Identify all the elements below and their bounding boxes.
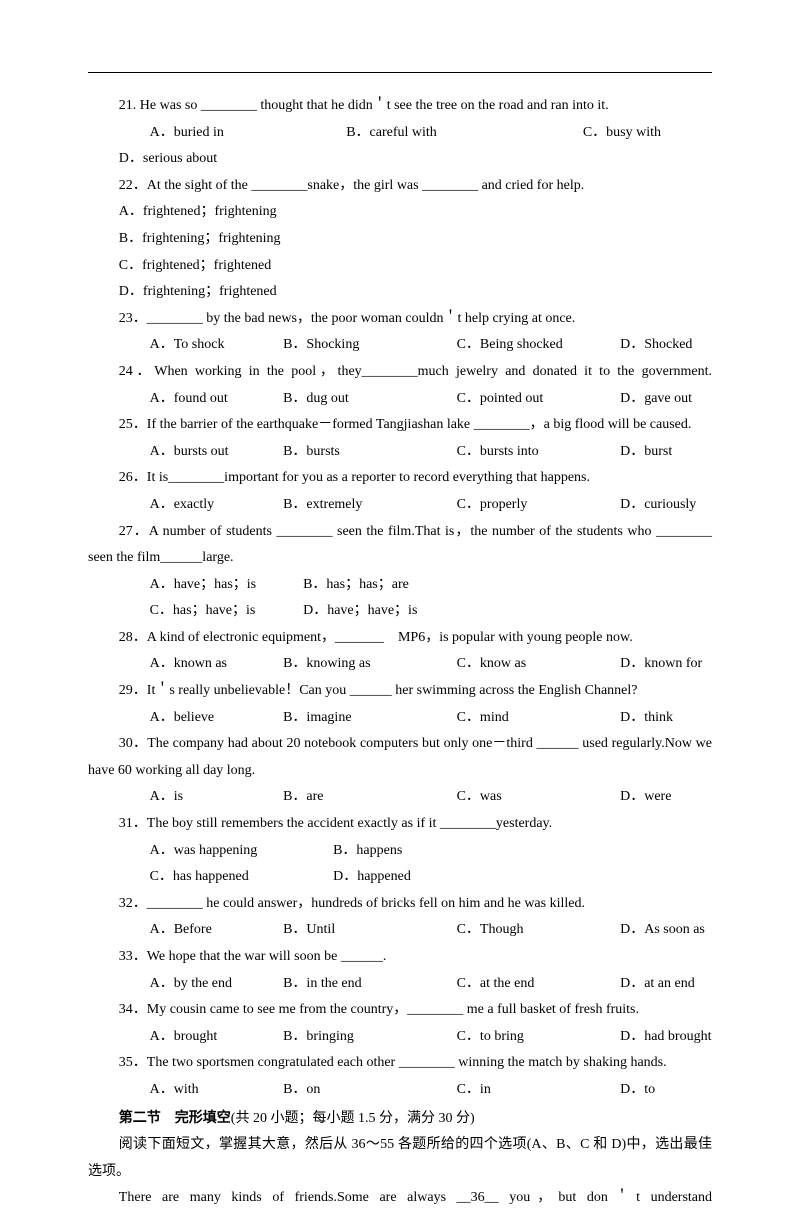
q25-text: 25．If the barrier of the earthquake－form…	[88, 412, 712, 439]
q30-text: 30．The company had about 20 notebook com…	[88, 731, 712, 784]
q35-options: A．with B．on C．in D．to	[88, 1077, 712, 1104]
q29-text: 29．It＇s really unbelievable！Can you ____…	[88, 678, 712, 705]
q21-options: A．buried in B．careful with C．busy with D…	[88, 120, 712, 173]
q21-b: B．careful with	[315, 120, 485, 147]
q21-c: C．busy with	[552, 120, 712, 147]
section2-passage: There are many kinds of friends.Some are…	[88, 1185, 712, 1212]
q35-d: D．to	[589, 1077, 655, 1104]
q21-d: D．serious about	[88, 146, 217, 173]
q33-d: D．at an end	[589, 971, 694, 998]
q33-text: 33．We hope that the war will soon be ___…	[88, 944, 712, 971]
q34-b: B．bringing	[252, 1024, 422, 1051]
q33-options: A．by the end B．in the end C．at the end D…	[88, 971, 712, 998]
q28-a: A．known as	[119, 651, 249, 678]
q27-d: D．have；have；is	[272, 598, 417, 625]
q24-options: A．found out B．dug out C．pointed out D．ga…	[88, 386, 712, 413]
top-rule	[88, 72, 712, 73]
q23-a: A．To shock	[119, 332, 249, 359]
q33-a: A．by the end	[119, 971, 249, 998]
q22-a: A．frightened；frightening	[88, 199, 712, 226]
q34-text: 34．My cousin came to see me from the cou…	[88, 997, 712, 1024]
q26-text: 26．It is________important for you as a r…	[88, 465, 712, 492]
q28-d: D．known for	[589, 651, 702, 678]
q31-b: B．happens	[302, 838, 402, 865]
q26-options: A．exactly B．extremely C．properly D．curio…	[88, 492, 712, 519]
q23-options: A．To shock B．Shocking C．Being shocked D．…	[88, 332, 712, 359]
q26-c: C．properly	[426, 492, 586, 519]
q27-row1: A．have；has；is B．has；has；are	[88, 572, 712, 599]
q23-d: D．Shocked	[589, 332, 692, 359]
q30-options: A．is B．are C．was D．were	[88, 784, 712, 811]
q35-text: 35．The two sportsmen congratulated each …	[88, 1050, 712, 1077]
q34-options: A．brought B．bringing C．to bring D．had br…	[88, 1024, 712, 1051]
q23-c: C．Being shocked	[426, 332, 586, 359]
section2-instruction: 阅读下面短文，掌握其大意，然后从 36～55 各题所给的四个选项(A、B、C 和…	[88, 1132, 712, 1185]
q32-a: A．Before	[119, 917, 249, 944]
q21-text: 21. He was so ________ thought that he d…	[88, 93, 712, 120]
q33-b: B．in the end	[252, 971, 422, 998]
q28-options: A．known as B．knowing as C．know as D．know…	[88, 651, 712, 678]
q25-b: B．bursts	[252, 439, 422, 466]
q29-d: D．think	[589, 705, 673, 732]
q24-a: A．found out	[119, 386, 249, 413]
q29-options: A．believe B．imagine C．mind D．think	[88, 705, 712, 732]
q30-c: C．was	[426, 784, 586, 811]
document-body: 21. He was so ________ thought that he d…	[88, 93, 712, 1212]
q22-text: 22．At the sight of the ________snake，the…	[88, 173, 712, 200]
q26-a: A．exactly	[119, 492, 249, 519]
q31-row2: C．has happened D．happened	[88, 864, 712, 891]
q30-a: A．is	[119, 784, 249, 811]
q23-b: B．Shocking	[252, 332, 422, 359]
q35-c: C．in	[426, 1077, 586, 1104]
q31-a: A．was happening	[119, 838, 299, 865]
q22-b: B．frightening；frightening	[88, 226, 712, 253]
q32-b: B．Until	[252, 917, 422, 944]
q35-b: B．on	[252, 1077, 422, 1104]
q30-d: D．were	[589, 784, 671, 811]
q22-d: D．frightening；frightened	[88, 279, 712, 306]
q31-text: 31．The boy still remembers the accident …	[88, 811, 712, 838]
section2-sub: (共 20 小题；每小题 1.5 分，满分 30 分)	[231, 1111, 475, 1126]
q32-d: D．As soon as	[589, 917, 705, 944]
q28-text: 28．A kind of electronic equipment，______…	[88, 625, 712, 652]
q25-c: C．bursts into	[426, 439, 586, 466]
q24-b: B．dug out	[252, 386, 422, 413]
q25-options: A．bursts out B．bursts C．bursts into D．bu…	[88, 439, 712, 466]
q23-text: 23．________ by the bad news，the poor wom…	[88, 306, 712, 333]
q30-b: B．are	[252, 784, 422, 811]
section2-heading: 第二节 完形填空(共 20 小题；每小题 1.5 分，满分 30 分)	[88, 1104, 712, 1133]
q32-text: 32．________ he could answer，hundreds of …	[88, 891, 712, 918]
q27-a: A．have；has；is	[119, 572, 269, 599]
q24-text: 24．When working in the pool，they________…	[88, 359, 712, 386]
q27-c: C．has；have；is	[119, 598, 269, 625]
q34-d: D．had brought	[589, 1024, 711, 1051]
q26-d: D．curiously	[589, 492, 696, 519]
q32-options: A．Before B．Until C．Though D．As soon as	[88, 917, 712, 944]
q31-d: D．happened	[302, 864, 411, 891]
q26-b: B．extremely	[252, 492, 422, 519]
q29-b: B．imagine	[252, 705, 422, 732]
q29-c: C．mind	[426, 705, 586, 732]
q32-c: C．Though	[426, 917, 586, 944]
section2-title: 第二节 完形填空	[119, 1109, 231, 1125]
q31-c: C．has happened	[119, 864, 299, 891]
q33-c: C．at the end	[426, 971, 586, 998]
q21-a: A．buried in	[119, 120, 249, 147]
q27-row2: C．has；have；is D．have；have；is	[88, 598, 712, 625]
q28-c: C．know as	[426, 651, 586, 678]
q27-text: 27．A number of students ________ seen th…	[88, 519, 712, 572]
q24-d: D．gave out	[589, 386, 692, 413]
q35-a: A．with	[119, 1077, 249, 1104]
q28-b: B．knowing as	[252, 651, 422, 678]
q22-c: C．frightened；frightened	[88, 253, 712, 280]
q34-c: C．to bring	[426, 1024, 586, 1051]
q24-c: C．pointed out	[426, 386, 586, 413]
q31-row1: A．was happening B．happens	[88, 838, 712, 865]
q27-b: B．has；has；are	[272, 572, 409, 599]
q34-a: A．brought	[119, 1024, 249, 1051]
q25-d: D．burst	[589, 439, 672, 466]
q25-a: A．bursts out	[119, 439, 249, 466]
q29-a: A．believe	[119, 705, 249, 732]
